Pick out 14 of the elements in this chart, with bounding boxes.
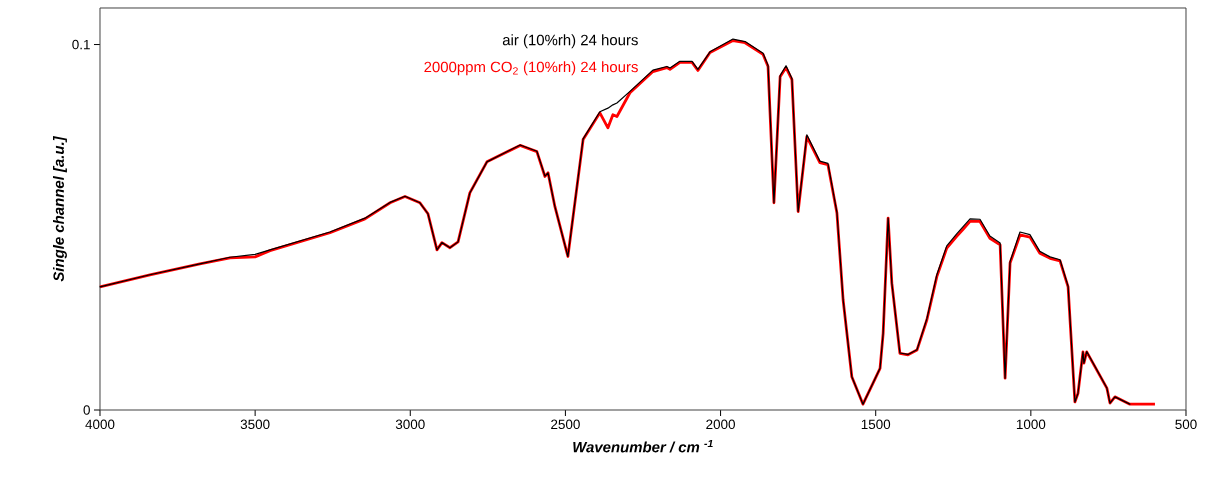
x-tick-label: 2500 <box>551 419 580 430</box>
x-tick-label: 1000 <box>1016 419 1046 430</box>
x-tick-label: 3500 <box>240 419 270 430</box>
x-axis-title: Wavenumber / cm $^{-1}$ <box>573 439 713 453</box>
x-tick-label: 3000 <box>395 419 425 430</box>
y-tick-label: 0 <box>83 405 90 415</box>
y-axis-title: Single channel [a.u.] <box>53 135 67 282</box>
x-tick-label: 2000 <box>706 419 735 430</box>
x-tick-label: 500 <box>1175 419 1197 430</box>
y-tick-label: 0.1 <box>72 39 90 50</box>
x-tick-label: 1500 <box>861 419 891 430</box>
x-tick-label: 4000 <box>85 419 115 430</box>
series-label: 2000ppm CO$_{2}$ (10%rh) 24 hours <box>424 61 638 76</box>
series-label: air (10%rh) 24 hours <box>502 34 638 49</box>
